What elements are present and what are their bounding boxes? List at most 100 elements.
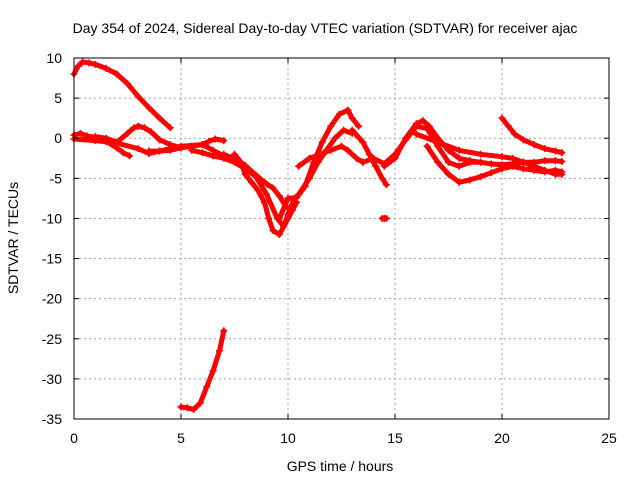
data-point [558,170,566,178]
series-arc-1 [70,58,174,132]
data-point [237,158,245,166]
data-point [269,226,277,234]
data-point [203,383,211,391]
data-point [402,134,410,142]
data-point [113,139,121,147]
series-arc-4 [70,135,228,160]
data-point [340,126,348,134]
data-point [113,70,121,78]
data-point [348,126,356,134]
data-point [352,154,360,162]
data-point [318,138,326,146]
data-point [558,149,566,157]
data-point [198,141,206,149]
data-point [209,367,217,375]
data-point [327,122,335,130]
data-point [498,165,506,173]
data-point [391,154,399,162]
series-arc-13 [378,214,390,222]
data-point [275,192,283,200]
data-point [382,181,390,189]
data-point [177,144,185,152]
data-point [305,154,313,162]
series-line [499,115,565,156]
data-point [85,59,93,67]
data-point [231,150,238,158]
data-point [455,162,463,170]
data-point [275,230,283,238]
data-point [134,145,142,153]
data-point [445,158,452,166]
data-point [216,347,224,355]
data-point [519,165,527,173]
data-point [141,124,149,132]
data-point [530,162,538,170]
data-point [74,62,82,70]
series-line [71,59,173,131]
data-point [220,150,228,158]
data-point [498,153,506,161]
data-point [316,150,324,158]
y-tick-label: -20 [42,291,62,307]
data-point [419,117,427,125]
data-point [382,214,390,222]
data-point [183,404,191,412]
x-tick-label: 15 [387,430,403,446]
data-point [466,176,474,184]
data-point [359,158,367,166]
data-point [477,150,485,158]
data-point [134,93,142,101]
data-point [79,58,87,66]
data-point [91,137,99,145]
series-arc-5 [145,135,228,155]
data-point [295,190,303,198]
data-point [355,122,363,130]
data-point [477,158,485,166]
data-point [91,60,99,68]
plot-frame [73,57,610,420]
y-tick-label: -10 [42,210,62,226]
series-arc-11 [295,142,367,170]
data-point [380,162,388,170]
data-point [252,171,260,179]
x-tick-label: 0 [70,430,78,446]
data-point [284,194,292,202]
data-point [519,158,527,166]
data-point [348,114,356,122]
data-point [455,154,463,162]
series-arc-17 [412,130,566,178]
data-point [220,327,228,335]
x-tick-label: 10 [280,430,296,446]
data-point [198,149,206,157]
data-point [530,141,538,149]
data-point [156,114,164,122]
y-tick-label: 5 [54,90,62,106]
data-point [220,137,228,145]
data-point [166,146,174,154]
data-point [263,180,271,188]
data-point [455,146,463,154]
data-point [145,104,153,112]
data-point [254,186,262,194]
data-series [70,58,566,413]
y-tick-label: -35 [42,411,62,427]
data-point [177,403,185,411]
data-point [205,137,213,145]
data-point [196,399,204,407]
data-point [541,166,549,174]
data-point [331,134,339,142]
data-point [370,154,378,162]
data-point [166,124,174,132]
data-point [335,110,343,118]
data-point [263,190,271,198]
data-point [211,135,219,143]
data-point [477,173,485,181]
data-point [344,106,352,114]
data-point [124,80,131,88]
x-tick-label: 20 [494,430,510,446]
y-tick-label: -5 [50,170,63,186]
data-point [455,178,463,186]
data-point [487,160,495,168]
data-point [558,157,566,165]
data-point [344,146,352,154]
